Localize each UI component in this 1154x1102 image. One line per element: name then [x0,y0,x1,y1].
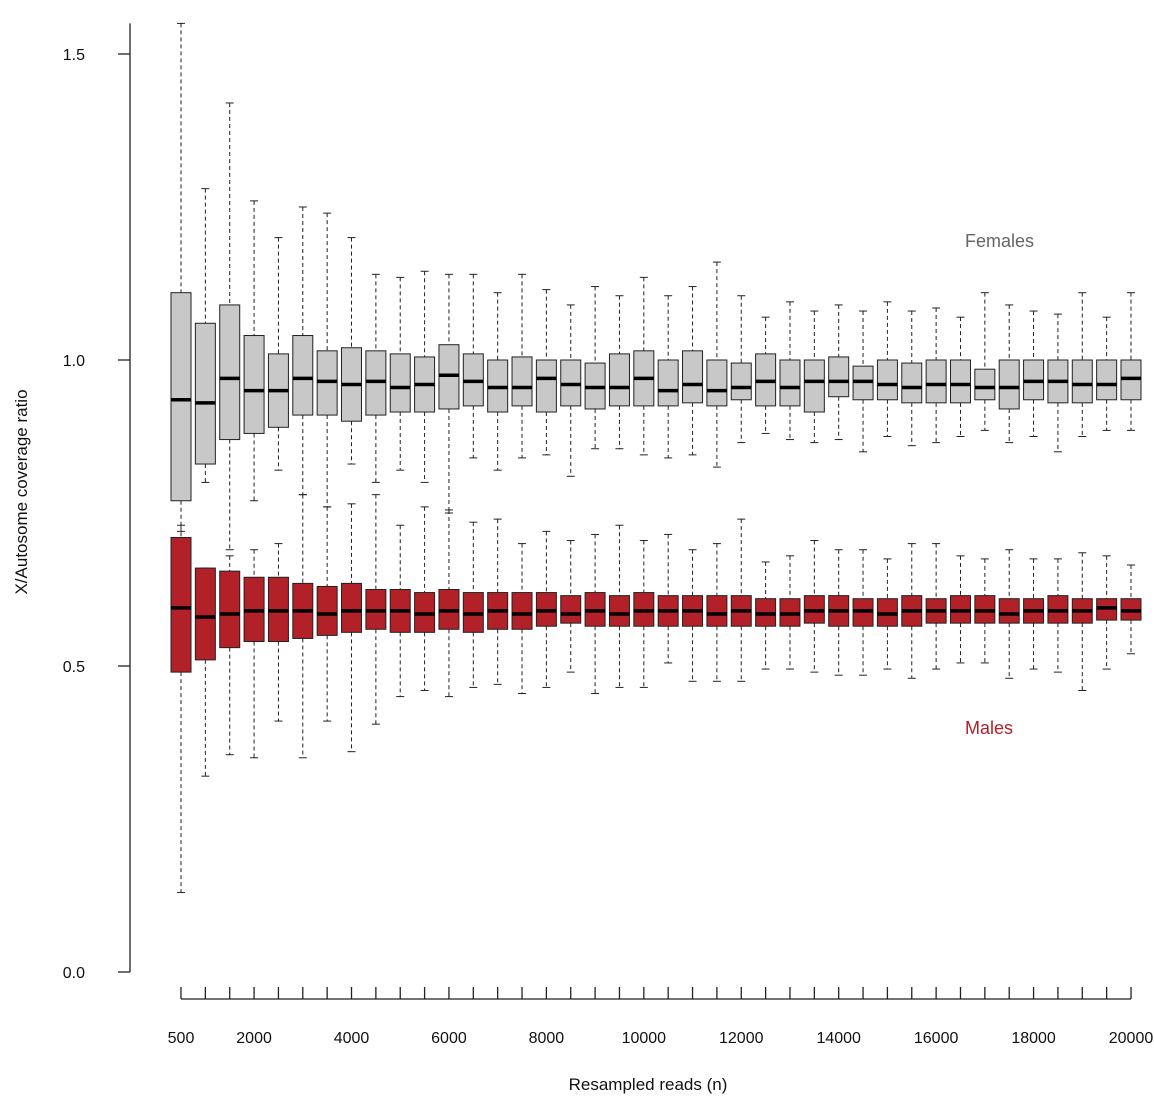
female-box [219,304,241,441]
female-box [998,359,1020,410]
x-tick-label: 14000 [816,1030,861,1047]
female-box [1096,359,1118,401]
female-box [535,359,557,413]
female-box [779,359,801,407]
female-box [730,362,752,401]
female-box [292,335,314,416]
x-tick-label: 8000 [529,1030,565,1047]
female-box [243,335,265,434]
x-axis-label: Resampled reads (n) [569,1075,728,1094]
x-tick-label: 10000 [622,1030,667,1047]
male-box [560,595,582,624]
female-box [194,322,216,465]
series-label-males: Males [965,718,1013,738]
female-box [901,362,923,404]
y-axis: 0.0 0.5 1.0 1.5 [63,23,131,982]
female-box [682,350,704,404]
y-axis-label: X/Autosome coverage ratio [12,389,31,594]
male-box [998,598,1020,624]
female-box [974,368,996,401]
female-box [949,359,971,404]
female-box [876,359,898,401]
female-box [706,359,728,407]
x-tick-label: 2000 [236,1030,272,1047]
female-box [803,359,825,413]
x-tick-label: 20000 [1109,1030,1154,1047]
male-box [511,592,533,630]
male-box [341,582,363,633]
male-box [706,595,728,627]
x-tick-label: 18000 [1011,1030,1056,1047]
series-label-females: Females [965,231,1034,251]
female-box [511,356,533,407]
x-tick-label: 12000 [719,1030,764,1047]
female-box [828,356,850,398]
y-tick-label: 0.5 [63,659,85,676]
female-box [657,359,679,407]
plot-area [170,22,1142,893]
y-tick-label: 1.0 [63,353,85,370]
male-box [608,595,630,627]
x-tick-label: 16000 [914,1030,959,1047]
female-box [389,353,411,413]
female-box [1071,359,1093,404]
male-box [316,585,338,636]
female-box [608,353,630,407]
male-box [194,567,216,661]
x-axis: 500 2000 4000 6000 8000 10000 12000 14000 16000 1… [168,987,1154,1047]
female-box [925,359,947,404]
y-tick-label: 0.0 [63,965,85,982]
male-box [170,536,192,673]
x-tick-label: 6000 [431,1030,467,1047]
y-tick-label: 1.5 [63,47,85,64]
x-tick-label: 500 [168,1030,195,1047]
female-box [170,292,192,502]
male-box [219,570,241,649]
x-tick-label: 4000 [334,1030,370,1047]
